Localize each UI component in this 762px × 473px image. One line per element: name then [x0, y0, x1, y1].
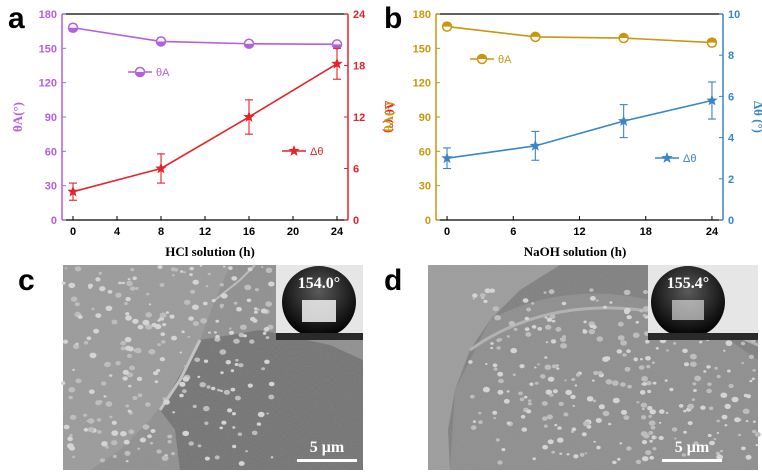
legend-entry: θA — [128, 66, 170, 79]
data-point-θA — [618, 32, 629, 44]
contact-angle-inset-c: 154.0° — [276, 265, 363, 340]
x-tick-label: 4 — [114, 226, 121, 238]
legend-label: θA — [156, 67, 170, 79]
data-point-θA — [441, 21, 453, 32]
series-line-θA — [446, 25, 713, 44]
x-tick-label: 24 — [331, 226, 344, 238]
x-axis-title: HCl solution (h) — [165, 244, 255, 259]
legend-entry: Δθ — [655, 152, 696, 165]
x-tick-label: 6 — [510, 226, 516, 238]
right-y-tick-label: 24 — [353, 9, 366, 21]
panel-letter-b: b — [384, 2, 402, 35]
left-y-axis-title: θA(°) — [381, 102, 396, 132]
chart-a: 0 4 8 12 16 20 24 0 30 60 90 120 150 180 0 6 12 18 24 HCl s… — [10, 9, 397, 259]
data-point-Δθ — [155, 162, 167, 174]
left-y-tick-label: 60 — [419, 146, 431, 158]
x-tick-label: 18 — [640, 226, 652, 238]
left-y-tick-label: 90 — [45, 112, 57, 124]
left-y-axis-title: θA(°) — [10, 102, 25, 132]
contact-angle-inset-d: 155.4° — [648, 265, 758, 340]
left-y-tick-label: 180 — [39, 9, 57, 21]
data-point-θA — [243, 38, 255, 50]
right-y-tick-label: 6 — [353, 164, 359, 176]
right-y-axis-title: Δθ (°) — [382, 101, 397, 133]
data-point-Δθ — [243, 111, 255, 122]
data-point-Δθ — [706, 94, 718, 106]
data-point-θA — [67, 22, 79, 33]
x-tick-label: 12 — [199, 226, 211, 238]
x-tick-label: 0 — [444, 226, 450, 238]
x-tick-label: 12 — [573, 226, 585, 238]
legend-label: θA — [498, 54, 512, 66]
series-line-Δθ — [72, 63, 338, 193]
right-y-axis-title: Δθ (°) — [751, 101, 762, 133]
right-y-tick-label: 12 — [353, 112, 365, 124]
left-y-tick-label: 0 — [425, 215, 431, 227]
left-y-tick-label: 30 — [419, 181, 431, 193]
left-y-tick-label: 90 — [419, 112, 431, 124]
contact-angle-label-d: 155.4° — [667, 275, 709, 292]
right-y-tick-label: 0 — [728, 215, 734, 227]
left-y-tick-label: 120 — [413, 78, 431, 90]
legend-marker — [288, 145, 300, 156]
legend-marker — [476, 53, 488, 65]
data-point-Δθ — [529, 139, 542, 151]
right-y-tick-label: 18 — [353, 61, 365, 73]
x-tick-label: 24 — [706, 226, 719, 238]
panel-letter-d: d — [384, 264, 402, 297]
scale-label-c: 5 μm — [310, 439, 345, 456]
right-y-tick-label: 6 — [728, 91, 734, 103]
right-y-tick-label: 4 — [728, 133, 735, 145]
series-line-Δθ — [446, 99, 713, 159]
right-y-tick-label: 0 — [353, 215, 359, 227]
legend-marker — [134, 66, 146, 78]
right-y-tick-label: 10 — [728, 9, 740, 21]
left-y-tick-label: 60 — [45, 146, 57, 158]
legend-label: Δθ — [310, 146, 323, 158]
left-y-tick-label: 150 — [413, 43, 431, 55]
x-tick-label: 16 — [243, 226, 255, 238]
legend-entry: Δθ — [282, 145, 323, 158]
x-tick-label: 8 — [158, 226, 164, 238]
left-y-tick-label: 180 — [413, 9, 431, 21]
data-point-θA — [155, 36, 167, 47]
x-tick-label: 20 — [287, 226, 299, 238]
scale-bar-d: 5 μm — [662, 439, 722, 462]
series-line-θA — [72, 26, 338, 46]
legend-label: Δθ — [683, 153, 696, 165]
legend-marker — [661, 152, 673, 163]
contact-angle-label-c: 154.0° — [298, 275, 340, 292]
left-y-tick-label: 0 — [51, 215, 57, 227]
right-y-tick-label: 8 — [728, 50, 734, 62]
data-point-Δθ — [441, 152, 453, 164]
left-y-tick-label: 150 — [39, 43, 57, 55]
left-y-tick-label: 120 — [39, 78, 57, 90]
data-point-Δθ — [331, 57, 343, 69]
data-point-θA — [331, 39, 343, 50]
x-tick-label: 0 — [70, 226, 76, 238]
panel-letter-c: c — [18, 264, 35, 297]
legend-entry: θA — [470, 53, 512, 66]
panel-letter-a: a — [8, 2, 25, 35]
data-point-θA — [530, 31, 541, 43]
data-point-Δθ — [67, 185, 79, 197]
x-axis-title: NaOH solution (h) — [524, 244, 627, 259]
scale-label-d: 5 μm — [675, 439, 710, 456]
sem-image-c — [60, 264, 363, 470]
right-y-tick-label: 2 — [728, 174, 734, 186]
data-point-θA — [706, 37, 718, 48]
data-point-Δθ — [617, 115, 630, 126]
left-y-tick-label: 30 — [45, 181, 57, 193]
scale-bar-c: 5 μm — [297, 439, 357, 462]
